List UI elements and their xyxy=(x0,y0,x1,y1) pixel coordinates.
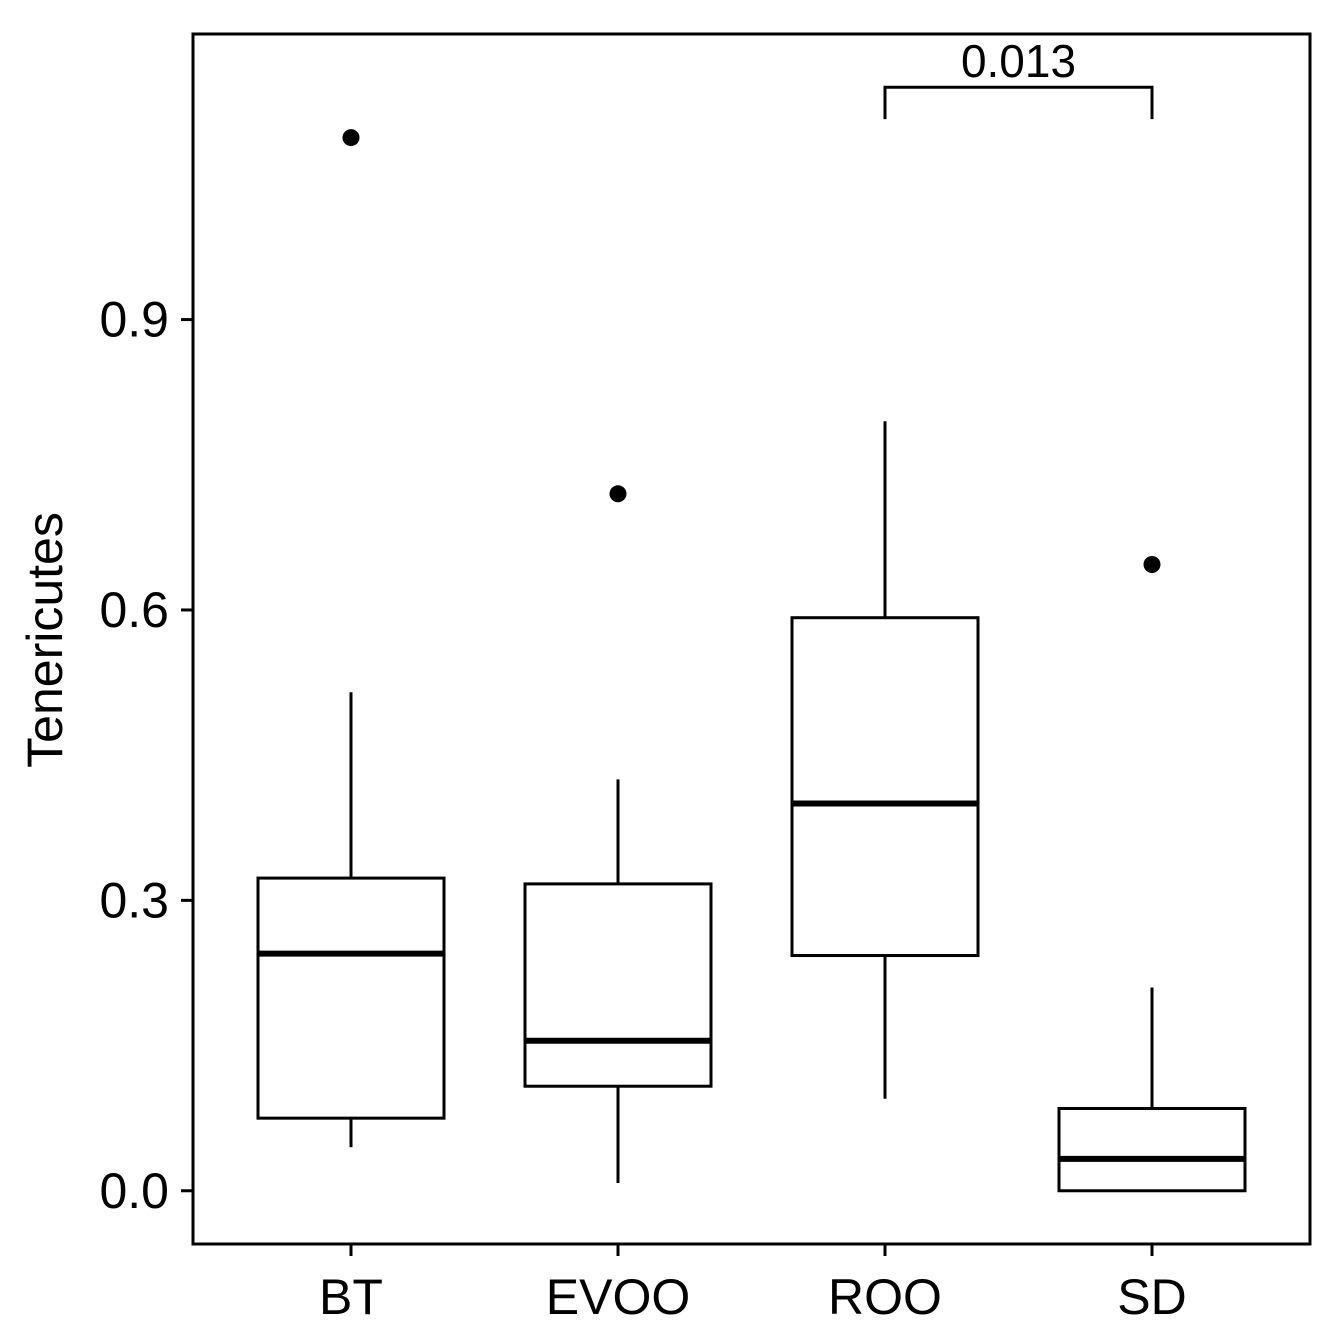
box-bt xyxy=(256,876,446,1120)
y-axis-title: Tenericutes xyxy=(17,512,73,768)
p-value-label: 0.013 xyxy=(961,35,1076,87)
y-tick-label: 0.0 xyxy=(99,1163,169,1219)
plot-frame xyxy=(191,32,1312,1246)
outlier-point-evoo xyxy=(609,485,627,503)
outlier-point-bt xyxy=(342,129,360,147)
y-tick-label: 0.9 xyxy=(99,292,169,348)
x-tick-label-evoo: EVOO xyxy=(546,1269,690,1325)
outlier-point-sd xyxy=(1143,555,1161,573)
plot-area: 0.0 0.3 0.6 0.9 BT EVOO ROO SD 0.013 xyxy=(99,35,1247,1325)
x-tick-label-roo: ROO xyxy=(828,1269,942,1325)
x-tick-label-sd: SD xyxy=(1117,1269,1186,1325)
significance-bracket xyxy=(883,85,1154,120)
box-sd xyxy=(1057,1106,1247,1193)
box-roo xyxy=(790,616,980,958)
y-tick-label: 0.3 xyxy=(99,872,169,928)
box-evoo xyxy=(523,882,713,1088)
x-tick-label-bt: BT xyxy=(319,1269,383,1325)
y-tick-label: 0.6 xyxy=(99,582,169,638)
